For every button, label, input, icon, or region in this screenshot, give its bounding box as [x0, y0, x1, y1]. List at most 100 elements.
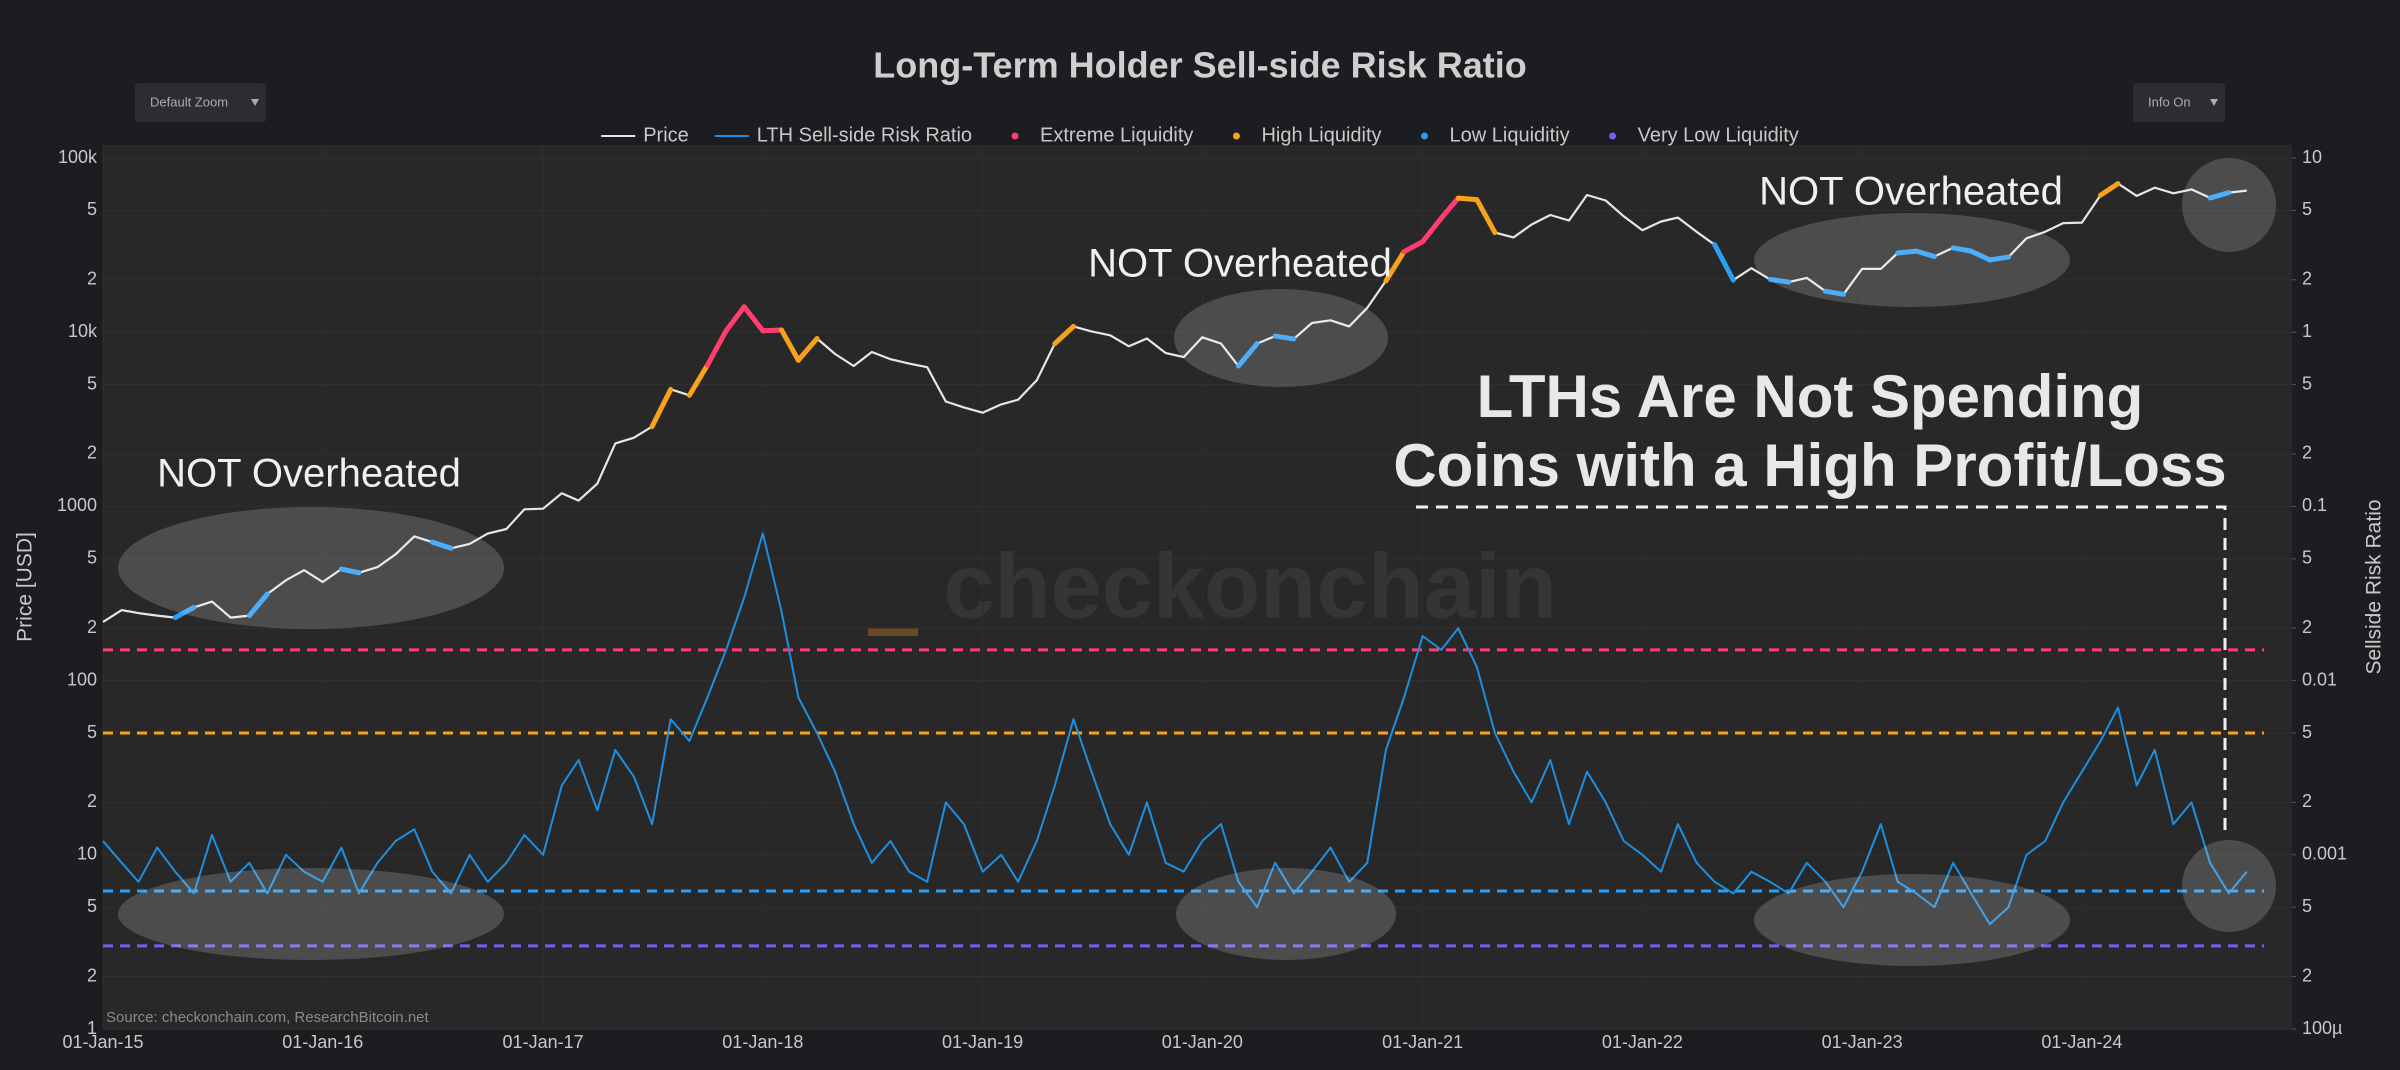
x-tick-label: 01-Jan-18	[722, 1032, 803, 1052]
price-regime-segment	[1272, 333, 1297, 342]
x-tick-label: 01-Jan-24	[2041, 1032, 2122, 1052]
y2-tick-label: 0.01	[2302, 669, 2337, 689]
y2-tick-label: 2	[2302, 269, 2312, 289]
y-tick-label: 2	[87, 269, 97, 289]
headline: LTHs Are Not Spending	[1477, 363, 2144, 430]
dropdown-arrow[interactable]	[2210, 99, 2218, 106]
price-regime-segment	[2207, 190, 2232, 201]
legend-item: Very Low Liquidity	[1609, 124, 1799, 146]
watermark: checkonchain	[943, 535, 1557, 637]
highlight	[1754, 213, 2070, 307]
price-regime-segment	[795, 336, 820, 363]
x-tick-label: 01-Jan-15	[62, 1032, 143, 1052]
dropdown-arrow[interactable]	[251, 99, 259, 106]
price-regime-segment	[778, 327, 801, 363]
button-box[interactable]	[135, 83, 266, 122]
price-regime-segment	[1420, 215, 1444, 245]
y-tick-label: 5	[87, 199, 97, 219]
y-tick-label: 5	[87, 373, 97, 393]
annotation: NOT Overheated	[1759, 170, 2063, 214]
highlight	[2182, 840, 2276, 932]
button-box[interactable]	[2133, 83, 2225, 122]
x-tick-label: 01-Jan-22	[1602, 1032, 1683, 1052]
y-tick-label: 10k	[68, 321, 98, 341]
legend-label: Very Low Liquidity	[1638, 124, 1799, 146]
legend-label: Low Liquiditiy	[1450, 124, 1570, 146]
legend-item: High Liquidity	[1232, 124, 1382, 146]
price-regime-segment	[1712, 242, 1736, 283]
y-axis-title: Price [USD]	[14, 532, 37, 642]
legend-swatch	[1421, 132, 1429, 140]
price-regime-segment	[1968, 248, 1993, 263]
price-regime-segment	[1383, 249, 1407, 284]
price-regime-segment	[2098, 181, 2121, 198]
button-label[interactable]: Default Zoom	[150, 94, 228, 109]
price-regime-segment	[172, 604, 197, 621]
legend-item: Low Liquiditiy	[1421, 124, 1570, 146]
price-regime-segment	[741, 304, 766, 334]
watermark-bar	[868, 628, 918, 636]
zoom-button[interactable]: Default Zoom	[135, 83, 266, 122]
legend-label: Extreme Liquidity	[1040, 124, 1193, 146]
y2-tick-label: 10	[2302, 147, 2322, 167]
info-button[interactable]: Info On	[2133, 83, 2225, 122]
y-tick-label: 100k	[58, 147, 98, 167]
price-regime-segment	[1767, 276, 1792, 285]
y2-tick-label: 100µ	[2302, 1018, 2342, 1038]
legend-swatch	[1011, 132, 1019, 140]
price-regime-segment	[1950, 245, 1974, 254]
source-note: Source: checkonchain.com, ResearchBitcoi…	[106, 1009, 430, 1026]
y-tick-label: 1000	[57, 495, 97, 515]
annotation: NOT Overheated	[1088, 242, 1392, 286]
price-regime-segment	[1455, 195, 1480, 203]
chart-title: Long-Term Holder Sell-side Risk Ratio	[873, 45, 1526, 86]
legend-label: LTH Sell-side Risk Ratio	[757, 124, 972, 146]
price-regime-segment	[1401, 239, 1426, 255]
x-tick-label: 01-Jan-17	[503, 1032, 584, 1052]
x-tick-label: 01-Jan-16	[282, 1032, 363, 1052]
price-regime-segment	[1822, 288, 1846, 297]
price-regime-segment	[246, 591, 270, 619]
y-tick-label: 5	[87, 896, 97, 916]
price-regime-segment	[760, 327, 784, 334]
y2-tick-label: 0.001	[2302, 844, 2347, 864]
x-tick-label: 01-Jan-21	[1382, 1032, 1463, 1052]
price-regime-segment	[649, 386, 674, 430]
y2-tick-label: 5	[2302, 373, 2312, 393]
price-regime-segment	[1235, 341, 1260, 369]
y-tick-label: 2	[87, 617, 97, 637]
plot-area	[103, 145, 2292, 1029]
legend-label: High Liquidity	[1261, 124, 1381, 146]
y2-tick-label: 5	[2302, 548, 2312, 568]
price-regime-segment	[1913, 248, 1937, 259]
y-tick-label: 2	[87, 791, 97, 811]
price-regime-segment	[429, 539, 454, 551]
price-regime-segment	[686, 362, 710, 398]
y2-tick-label: 1	[2302, 321, 2312, 341]
y-tick-label: 5	[87, 548, 97, 568]
highlight	[1174, 289, 1388, 387]
price-regime-segment	[1438, 195, 1461, 221]
y-tick-label: 1	[87, 1018, 97, 1038]
price-regime-segment	[723, 304, 747, 334]
annotation: NOT Overheated	[157, 452, 461, 496]
x-tick-label: 01-Jan-20	[1162, 1032, 1243, 1052]
legend: Price LTH Sell-side Risk Ratio Extreme Liq…	[601, 124, 1799, 146]
y-tick-label: 2	[87, 965, 97, 985]
y2-tick-label: 2	[2302, 791, 2312, 811]
callout-bracket	[1416, 505, 2227, 834]
y2-tick-label: 2	[2302, 617, 2312, 637]
price-regime-segment	[1474, 197, 1498, 236]
price-regime-segment	[338, 566, 362, 576]
y2-tick-label: 2	[2302, 443, 2312, 463]
legend-item: LTH Sell-side Risk Ratio	[714, 124, 972, 146]
y2-tick-label: 5	[2302, 722, 2312, 742]
price-regime-segment	[1052, 323, 1076, 347]
price-regime-segment	[1987, 254, 2011, 263]
legend-item: Price	[601, 124, 689, 146]
price-regime-segment	[1895, 248, 1919, 256]
y2-axis-title: Sellside Risk Ratio	[2363, 499, 2386, 674]
headline: Coins with a High Profit/Loss	[1393, 432, 2226, 499]
button-label[interactable]: Info On	[2148, 94, 2191, 109]
price-regime-segment	[704, 328, 729, 368]
